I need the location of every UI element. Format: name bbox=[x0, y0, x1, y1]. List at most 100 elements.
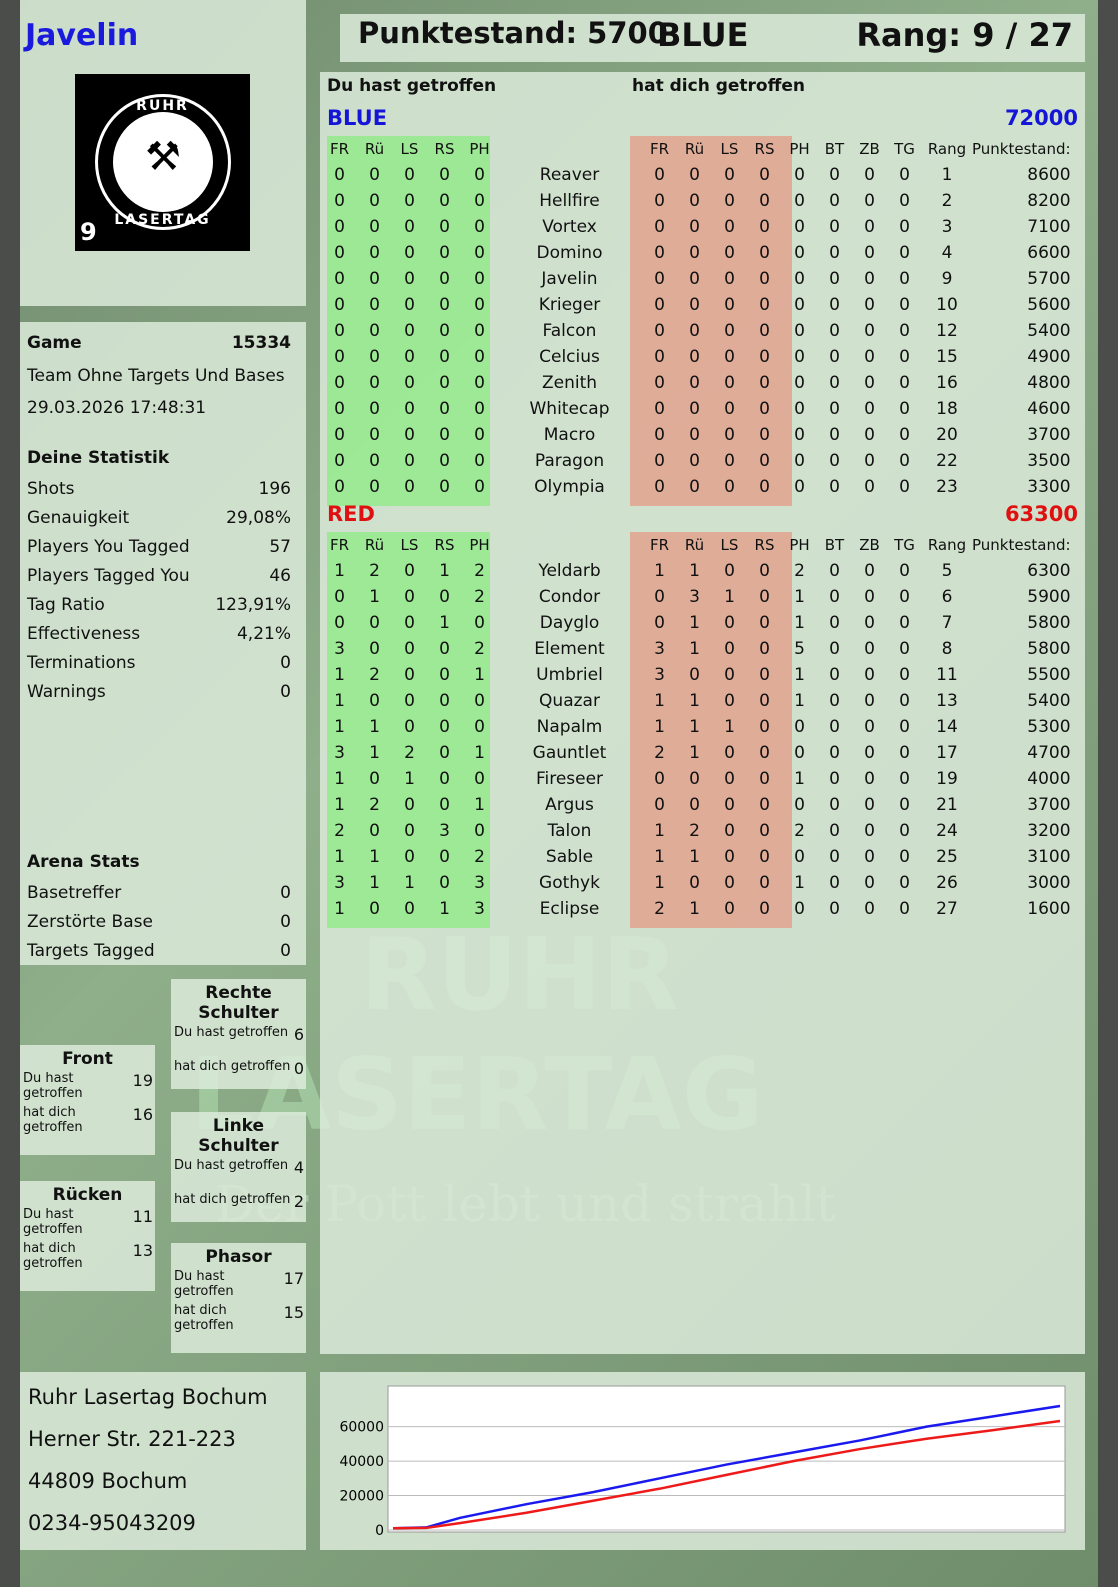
stat-cell: 12 bbox=[936, 321, 958, 341]
stat-cell: 0 bbox=[829, 373, 840, 393]
player-row: 1 0 0 1 3 Eclipse 2 1 0 0 0 0 0 0 27 1600 bbox=[322, 896, 1070, 922]
column-header: Rang bbox=[927, 536, 967, 554]
hitzone-linke-schulter: Linke Schulter Du hast getroffen 4 hat dich… bbox=[171, 1112, 306, 1222]
stat-cell: 2 bbox=[689, 821, 700, 841]
stat-cell: 1 bbox=[334, 717, 345, 737]
stat-cell: 0 bbox=[404, 477, 415, 497]
stat-cell: 0 bbox=[404, 561, 415, 581]
stat-cell: 2 bbox=[369, 561, 380, 581]
stat-cell: 0 bbox=[724, 847, 735, 867]
stat-cell: 0 bbox=[759, 451, 770, 471]
stat-cell: 0 bbox=[759, 243, 770, 263]
player-row: 3 1 1 0 3 Gothyk 1 0 0 0 1 0 0 0 26 3000 bbox=[322, 870, 1070, 896]
hitzone-title: Phasor bbox=[205, 1247, 272, 1267]
stat-cell: 0 bbox=[829, 561, 840, 581]
stat-cell: 0 bbox=[724, 691, 735, 711]
player-name-cell: Napalm bbox=[536, 717, 603, 737]
stat-cell: 25 bbox=[936, 847, 958, 867]
stat-cell: 3 bbox=[654, 639, 665, 659]
you-hit-highlight bbox=[327, 136, 490, 506]
stat-cell: 0 bbox=[439, 665, 450, 685]
stat-cell: 0 bbox=[864, 587, 875, 607]
stat-cell: 2 bbox=[654, 743, 665, 763]
player-number: 9 bbox=[80, 218, 97, 246]
column-header: PH bbox=[789, 536, 810, 554]
stat-cell: 0 bbox=[334, 477, 345, 497]
stat-cell: 0 bbox=[899, 561, 910, 581]
stat-cell: 0 bbox=[369, 373, 380, 393]
stat-cell: 0 bbox=[899, 269, 910, 289]
stat-cell: 0 bbox=[334, 451, 345, 471]
stat-cell: 8200 bbox=[1027, 191, 1071, 211]
stat-cell: 16 bbox=[936, 373, 958, 393]
player-name-cell: Hellfire bbox=[539, 191, 600, 211]
team-score: 63300 bbox=[1004, 502, 1078, 526]
stat-value: 0 bbox=[280, 882, 291, 903]
stat-cell: 0 bbox=[899, 769, 910, 789]
you-hit-highlight bbox=[327, 532, 490, 928]
stat-cell: 0 bbox=[794, 373, 805, 393]
stat-cell: 0 bbox=[439, 691, 450, 711]
player-name-cell: Krieger bbox=[538, 295, 601, 315]
stat-cell: 4800 bbox=[1027, 373, 1071, 393]
stat-cell: 0 bbox=[689, 165, 700, 185]
hit-you-heading: hat dich getroffen bbox=[632, 76, 806, 96]
stat-cell: 0 bbox=[689, 373, 700, 393]
stat-cell: 0 bbox=[864, 691, 875, 711]
stat-cell: 27 bbox=[936, 899, 958, 919]
club-logo: ⚒ RUHR LASERTAG 9 bbox=[75, 74, 250, 251]
stat-cell: 0 bbox=[369, 613, 380, 633]
stat-cell: 0 bbox=[724, 269, 735, 289]
stat-cell: 0 bbox=[899, 821, 910, 841]
stat-value: 57 bbox=[269, 536, 291, 557]
stat-cell: 1 bbox=[369, 873, 380, 893]
stat-cell: 0 bbox=[654, 373, 665, 393]
stat-cell: 1 bbox=[439, 899, 450, 919]
y-tick-label: 60000 bbox=[339, 1420, 384, 1436]
stat-cell: 1 bbox=[794, 691, 805, 711]
stat-label: Zerstörte Base bbox=[27, 911, 153, 932]
stat-cell: 0 bbox=[474, 373, 485, 393]
stat-cell: 0 bbox=[864, 425, 875, 445]
address-city: 44809 Bochum bbox=[28, 1469, 188, 1493]
stat-cell: 0 bbox=[404, 269, 415, 289]
stat-cell: 0 bbox=[369, 269, 380, 289]
stat-cell: 0 bbox=[689, 295, 700, 315]
hitzone-you-hit: Du hast getroffen 19 bbox=[23, 1071, 153, 1101]
stat-cell: 2 bbox=[654, 899, 665, 919]
stat-cell: 0 bbox=[864, 743, 875, 763]
player-name-cell: Gauntlet bbox=[532, 743, 607, 763]
stat-cell: 0 bbox=[899, 717, 910, 737]
stat-cell: 1 bbox=[724, 587, 735, 607]
stat-cell: 0 bbox=[759, 899, 770, 919]
stat-cell: 0 bbox=[864, 399, 875, 419]
hitzone-you-hit: Du hast getroffen 4 bbox=[174, 1158, 304, 1177]
table-header-row: FR Rü LS RS PH FR Rü LS RS PH BT ZB TG Rang Punktestan… bbox=[322, 136, 1071, 162]
stat-cell: 0 bbox=[899, 743, 910, 763]
stat-cell: 0 bbox=[404, 847, 415, 867]
column-header: LS bbox=[400, 536, 419, 554]
stat-cell: 0 bbox=[724, 477, 735, 497]
stat-cell: 5800 bbox=[1027, 639, 1071, 659]
stat-cell: 0 bbox=[759, 769, 770, 789]
stat-cell: 18 bbox=[936, 399, 958, 419]
stat-cell: 0 bbox=[474, 165, 485, 185]
y-tick-label: 0 bbox=[375, 1523, 384, 1539]
player-name-cell: Condor bbox=[538, 587, 601, 607]
stat-cell: 4000 bbox=[1027, 769, 1071, 789]
stat-cell: 24 bbox=[936, 821, 958, 841]
stat-cell: 3200 bbox=[1027, 821, 1071, 841]
player-name-cell: Yeldarb bbox=[538, 561, 601, 581]
stat-cell: 0 bbox=[899, 587, 910, 607]
stat-cell: 0 bbox=[724, 821, 735, 841]
stat-cell: 0 bbox=[759, 795, 770, 815]
stat-cell: 5700 bbox=[1027, 269, 1071, 289]
stat-cell: 0 bbox=[829, 665, 840, 685]
stat-cell: 0 bbox=[404, 717, 415, 737]
stat-cell: 1 bbox=[474, 795, 485, 815]
stat-cell: 0 bbox=[334, 269, 345, 289]
stat-cell: 0 bbox=[369, 769, 380, 789]
column-header: FR bbox=[649, 536, 670, 554]
stat-cell: 1 bbox=[689, 639, 700, 659]
column-header: RS bbox=[434, 140, 455, 158]
